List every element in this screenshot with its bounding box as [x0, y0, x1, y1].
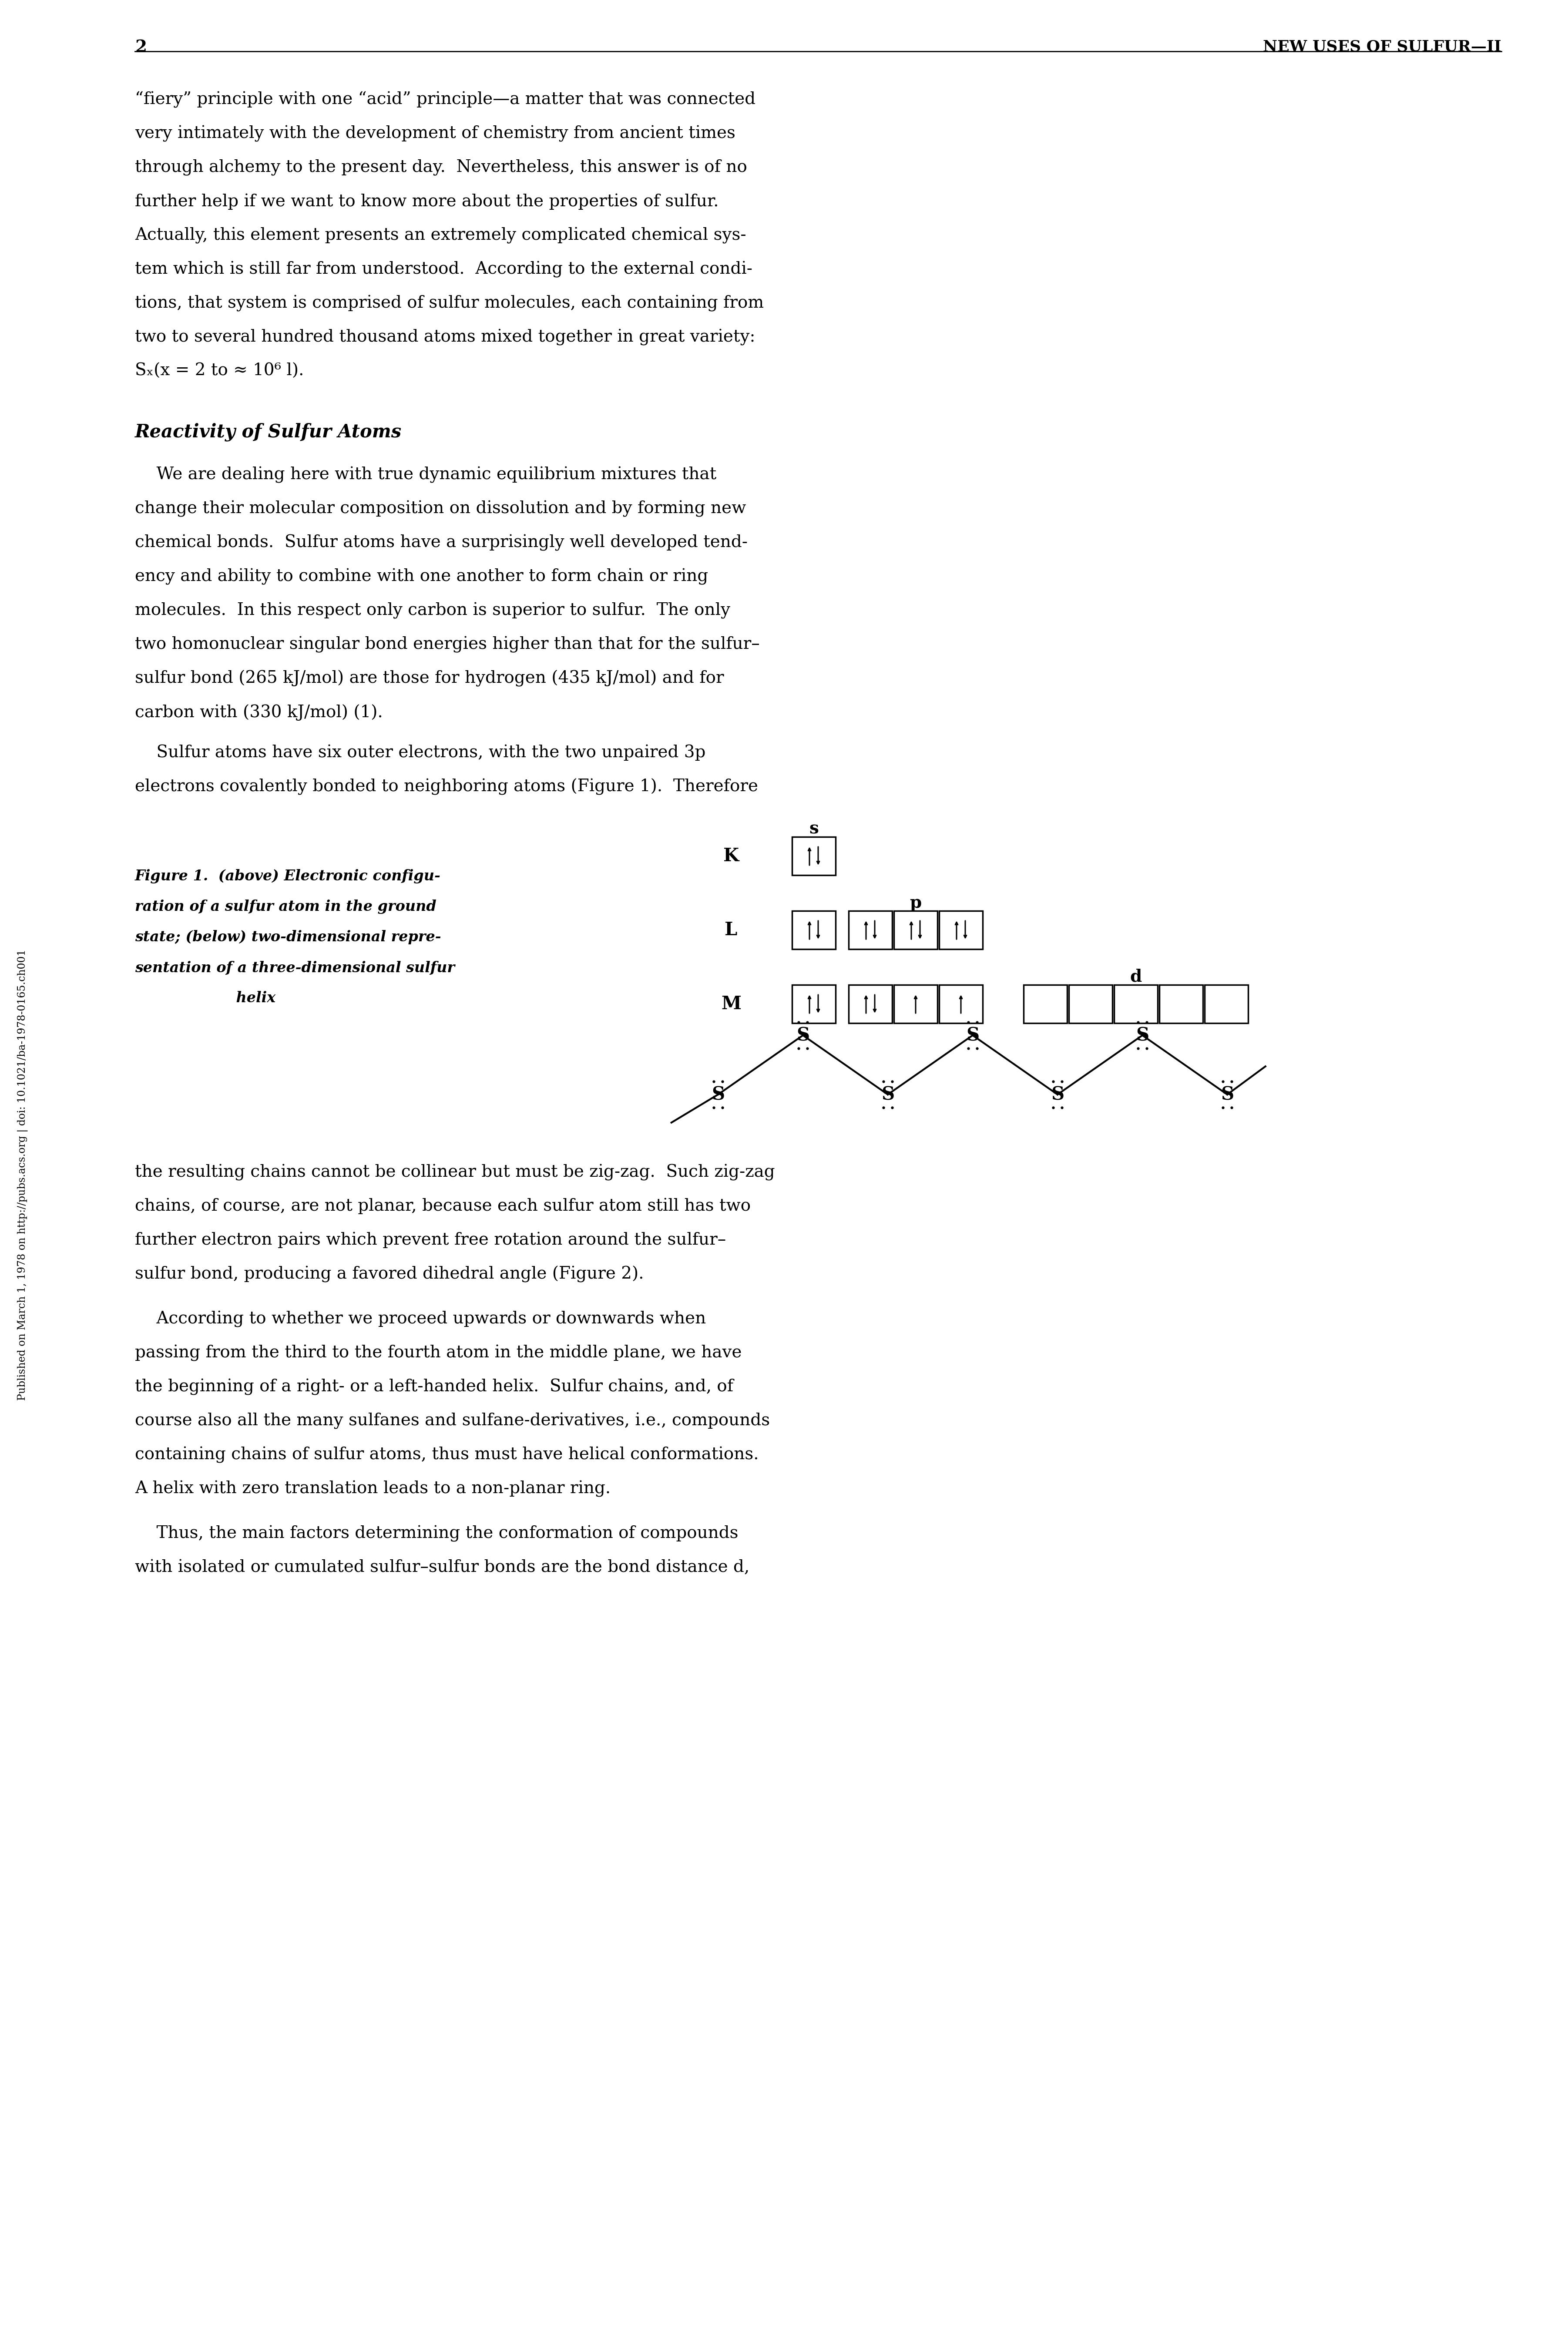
- Text: S: S: [1051, 1086, 1065, 1104]
- Text: A helix with zero translation leads to a non-planar ring.: A helix with zero translation leads to a…: [135, 1480, 610, 1497]
- Bar: [894, 912, 938, 949]
- Text: K: K: [723, 846, 739, 865]
- Text: Thus, the main factors determining the conformation of compounds: Thus, the main factors determining the c…: [135, 1525, 739, 1542]
- Bar: [848, 985, 892, 1022]
- Text: Sₓ(x = 2 to ≈ 10⁶ l).: Sₓ(x = 2 to ≈ 10⁶ l).: [135, 362, 304, 378]
- Text: tions, that system is comprised of sulfur molecules, each containing from: tions, that system is comprised of sulfu…: [135, 296, 764, 313]
- Text: course also all the many sulfanes and sulfane-derivatives, i.e., compounds: course also all the many sulfanes and su…: [135, 1412, 770, 1429]
- Text: containing chains of sulfur atoms, thus must have helical conformations.: containing chains of sulfur atoms, thus …: [135, 1448, 759, 1464]
- Text: sulfur bond, producing a favored dihedral angle (Figure 2).: sulfur bond, producing a favored dihedra…: [135, 1267, 644, 1283]
- Text: s: s: [809, 820, 818, 837]
- Text: Figure 1.  (above) Electronic configu-: Figure 1. (above) Electronic configu-: [135, 870, 441, 884]
- Text: 2: 2: [135, 40, 147, 56]
- Text: with isolated or cumulated sulfur–sulfur bonds are the bond distance d,: with isolated or cumulated sulfur–sulfur…: [135, 1560, 750, 1575]
- Text: chemical bonds.  Sulfur atoms have a surprisingly well developed tend-: chemical bonds. Sulfur atoms have a surp…: [135, 533, 748, 550]
- Bar: [1115, 985, 1157, 1022]
- Text: S: S: [797, 1027, 809, 1043]
- Text: through alchemy to the present day.  Nevertheless, this answer is of no: through alchemy to the present day. Neve…: [135, 160, 748, 176]
- Bar: [1204, 985, 1248, 1022]
- Text: S: S: [1135, 1027, 1149, 1043]
- Text: Published on March 1, 1978 on http://pubs.acs.org | doi: 10.1021/ba-1978-0165.ch: Published on March 1, 1978 on http://pub…: [17, 949, 28, 1401]
- Bar: [848, 912, 892, 949]
- Bar: [1159, 985, 1203, 1022]
- Text: two homonuclear singular bond energies higher than that for the sulfur–: two homonuclear singular bond energies h…: [135, 637, 760, 653]
- Text: state; (below) two-dimensional repre-: state; (below) two-dimensional repre-: [135, 931, 441, 945]
- Text: tem which is still far from understood.  According to the external condi-: tem which is still far from understood. …: [135, 261, 753, 277]
- Text: p: p: [909, 895, 922, 912]
- Text: chains, of course, are not planar, because each sulfur atom still has two: chains, of course, are not planar, becau…: [135, 1198, 751, 1215]
- Text: S: S: [966, 1027, 978, 1043]
- Text: further electron pairs which prevent free rotation around the sulfur–: further electron pairs which prevent fre…: [135, 1231, 726, 1248]
- Text: L: L: [724, 921, 737, 940]
- Text: We are dealing here with true dynamic equilibrium mixtures that: We are dealing here with true dynamic eq…: [135, 468, 717, 484]
- Bar: [792, 985, 836, 1022]
- Text: further help if we want to know more about the properties of sulfur.: further help if we want to know more abo…: [135, 193, 718, 209]
- Text: ency and ability to combine with one another to form chain or ring: ency and ability to combine with one ano…: [135, 569, 709, 585]
- Text: Reactivity of Sulfur Atoms: Reactivity of Sulfur Atoms: [135, 423, 401, 442]
- Bar: [894, 985, 938, 1022]
- Text: two to several hundred thousand atoms mixed together in great variety:: two to several hundred thousand atoms mi…: [135, 329, 756, 345]
- Text: passing from the third to the fourth atom in the middle plane, we have: passing from the third to the fourth ato…: [135, 1344, 742, 1361]
- Text: S: S: [712, 1086, 724, 1104]
- Bar: [792, 837, 836, 874]
- Text: sentation of a three-dimensional sulfur: sentation of a three-dimensional sulfur: [135, 961, 455, 975]
- Bar: [1024, 985, 1068, 1022]
- Text: carbon with (330 kJ/mol) (1).: carbon with (330 kJ/mol) (1).: [135, 705, 383, 721]
- Text: very intimately with the development of chemistry from ancient times: very intimately with the development of …: [135, 125, 735, 141]
- Text: d: d: [1131, 968, 1142, 985]
- Text: electrons covalently bonded to neighboring atoms (Figure 1).  Therefore: electrons covalently bonded to neighbori…: [135, 778, 757, 794]
- Text: According to whether we proceed upwards or downwards when: According to whether we proceed upwards …: [135, 1311, 706, 1328]
- Text: the resulting chains cannot be collinear but must be zig-zag.  Such zig-zag: the resulting chains cannot be collinear…: [135, 1163, 775, 1180]
- Text: S: S: [1221, 1086, 1234, 1104]
- Text: helix: helix: [135, 992, 276, 1006]
- Text: NEW USES OF SULFUR—II: NEW USES OF SULFUR—II: [1264, 40, 1502, 54]
- Text: “fiery” principle with one “acid” principle—a matter that was connected: “fiery” principle with one “acid” princi…: [135, 92, 756, 108]
- Text: the beginning of a right- or a left-handed helix.  Sulfur chains, and, of: the beginning of a right- or a left-hand…: [135, 1379, 734, 1396]
- Text: Sulfur atoms have six outer electrons, with the two unpaired 3p: Sulfur atoms have six outer electrons, w…: [135, 745, 706, 761]
- Text: M: M: [721, 994, 742, 1013]
- Text: molecules.  In this respect only carbon is superior to sulfur.  The only: molecules. In this respect only carbon i…: [135, 602, 731, 618]
- Bar: [939, 912, 983, 949]
- Text: sulfur bond (265 kJ/mol) are those for hydrogen (435 kJ/mol) and for: sulfur bond (265 kJ/mol) are those for h…: [135, 670, 724, 686]
- Text: S: S: [881, 1086, 894, 1104]
- Text: Actually, this element presents an extremely complicated chemical sys-: Actually, this element presents an extre…: [135, 228, 746, 244]
- Bar: [939, 985, 983, 1022]
- Text: change their molecular composition on dissolution and by forming new: change their molecular composition on di…: [135, 501, 746, 517]
- Text: ration of a sulfur atom in the ground: ration of a sulfur atom in the ground: [135, 900, 436, 914]
- Bar: [792, 912, 836, 949]
- Bar: [1069, 985, 1112, 1022]
